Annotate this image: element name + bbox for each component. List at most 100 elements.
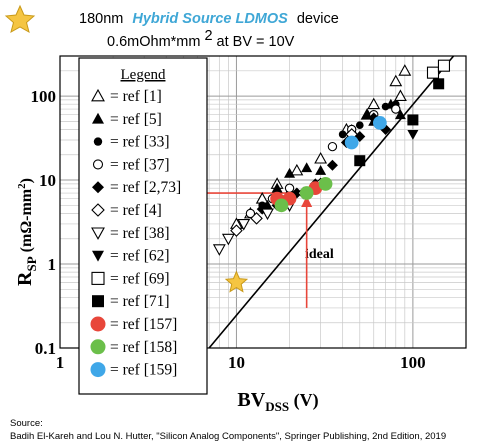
data-point <box>230 224 243 237</box>
data-point <box>367 97 381 110</box>
legend-label: = ref [4] <box>110 202 162 219</box>
legend-entry: = ref [62] <box>92 248 170 265</box>
data-point <box>271 182 283 193</box>
legend-entry: = ref [1] <box>91 88 162 105</box>
legend-label: = ref [62] <box>110 248 170 265</box>
legend-marker <box>90 316 106 332</box>
chart-header: 180nm Hybrid Source LDMOS device 0.6mOhm… <box>4 4 339 50</box>
legend-box <box>78 57 208 395</box>
data-point <box>284 183 295 193</box>
legend-entry: = ref [5] <box>92 111 162 128</box>
data-point <box>301 162 313 173</box>
header-prefix: 180nm <box>79 11 123 27</box>
legend-label: = ref [5] <box>110 111 162 128</box>
legend-entry: = ref [69] <box>91 270 170 287</box>
data-point <box>290 163 304 176</box>
data-point <box>261 208 274 221</box>
legend-entry: = ref [157] <box>90 316 177 333</box>
data-point <box>407 114 419 126</box>
data-point <box>250 212 263 225</box>
legend-marker <box>91 227 105 240</box>
legend-entry: = ref [4] <box>91 202 162 219</box>
data-point <box>315 164 327 175</box>
legend-label: = ref [158] <box>110 339 177 356</box>
data-point <box>355 121 364 130</box>
legend-marker <box>91 203 105 217</box>
y-axis-end: ) <box>18 178 35 183</box>
data-point <box>393 89 407 102</box>
data-point <box>221 233 235 246</box>
legend-marker <box>90 362 106 378</box>
y-axis-sup: 2 <box>16 183 28 189</box>
data-point <box>338 130 347 139</box>
legend-label: = ref [69] <box>110 270 170 287</box>
data-point <box>389 74 403 87</box>
data-point <box>407 129 419 140</box>
legend-entry: = ref [2,73] <box>92 179 181 196</box>
legend-entry: = ref [71] <box>92 293 170 310</box>
x-tick-labels: 1 10 100 <box>56 353 426 372</box>
data-point <box>381 102 390 111</box>
legend-entry: = ref [158] <box>90 339 177 356</box>
data-point <box>327 141 338 152</box>
data-point <box>245 208 256 219</box>
x-axis-unit: (V) <box>289 390 319 411</box>
x-axis-title: BVDSS (V) <box>237 389 318 414</box>
x-axis-sub: DSS <box>265 399 289 414</box>
legend-marker <box>92 159 104 170</box>
ideal-line <box>208 55 455 349</box>
legend-entries: = ref [1] = ref [5] = ref [33] = ref [37] = … <box>90 88 181 379</box>
y-tick-labels: 0.1 1 10 100 <box>31 87 57 358</box>
source-label: Source: <box>10 418 43 429</box>
legend-marker <box>93 137 103 146</box>
y-axis-title: RSP (mΩ-mm2) <box>14 178 39 286</box>
data-point <box>212 244 226 256</box>
y-tick-label: 100 <box>31 87 57 106</box>
legend-label: = ref [2,73] <box>110 179 181 196</box>
y-tick-label: 10 <box>39 171 56 190</box>
legend-marker <box>91 88 105 102</box>
legend-label: = ref [157] <box>110 316 177 333</box>
header-line1: 180nm Hybrid Source LDMOS device <box>79 10 339 27</box>
data-point <box>326 159 338 171</box>
data-point <box>394 109 406 120</box>
legend-label: = ref [38] <box>110 225 170 242</box>
legend-entry: = ref [159] <box>90 362 177 379</box>
header-line2-sup: 2 <box>204 28 212 44</box>
star-icon <box>4 4 36 34</box>
x-tick-label: 1 <box>56 353 65 372</box>
legend-label: = ref [159] <box>110 362 177 379</box>
source-citation: Badih El-Kareh and Lou N. Hutter, "Silic… <box>10 431 446 442</box>
data-point <box>299 186 314 200</box>
header-line2: 0.6mOhm*mm 2 at BV = 10V <box>107 27 295 50</box>
data-point <box>314 151 328 164</box>
y-tick-label: 1 <box>48 255 57 274</box>
header-line2-prefix: 0.6mOhm*mm <box>107 34 200 50</box>
y-tick-label: 0.1 <box>35 339 56 358</box>
data-point <box>237 219 251 231</box>
header-emphasis: Hybrid Source LDMOS <box>132 11 288 27</box>
legend-label: = ref [37] <box>110 156 170 173</box>
y-axis-var: R <box>14 271 36 286</box>
legend-marker <box>90 339 106 355</box>
x-tick-label: 10 <box>228 353 245 372</box>
ideal-label: ideal <box>305 247 334 262</box>
legend-marker <box>92 112 104 124</box>
legend-marker <box>92 250 104 262</box>
y-axis-sub: SP <box>24 256 39 271</box>
data-point <box>354 155 366 167</box>
legend-label: = ref [1] <box>110 88 162 105</box>
data-point <box>391 104 401 114</box>
legend-marker <box>92 181 104 194</box>
plot-frame <box>59 55 467 349</box>
data-point <box>433 78 445 90</box>
data-point <box>318 177 333 191</box>
legend-title: Legend <box>121 67 166 83</box>
legend-entry: = ref [33] <box>93 134 170 151</box>
data-point <box>426 66 440 79</box>
legend-label: = ref [71] <box>110 293 170 310</box>
data-points <box>212 59 451 293</box>
legend-marker <box>91 271 105 285</box>
legend-marker <box>92 295 104 308</box>
